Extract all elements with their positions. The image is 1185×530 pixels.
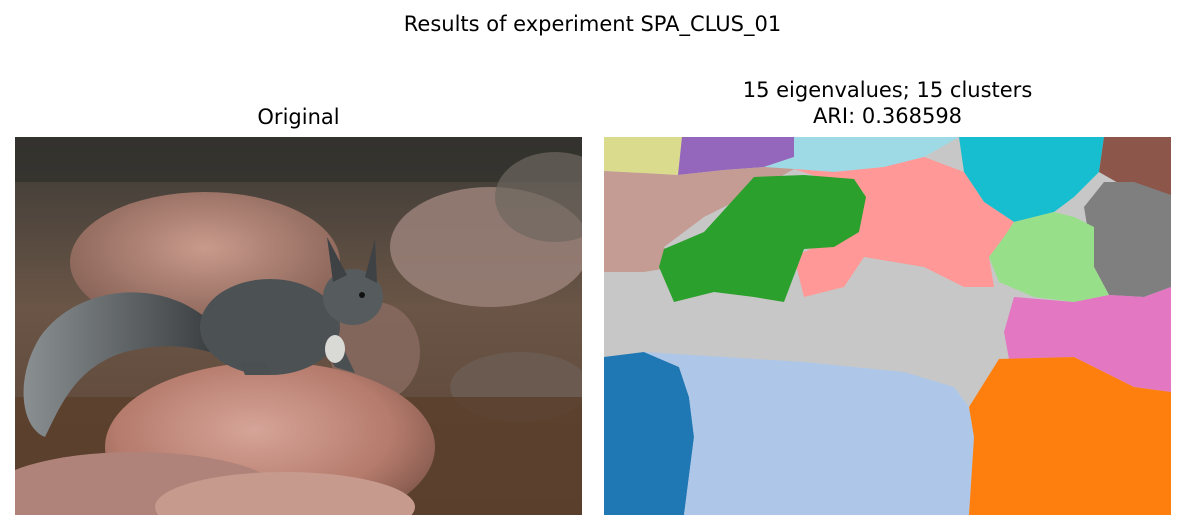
cluster-pink	[1004, 287, 1171, 392]
cluster-olive-light	[604, 137, 682, 175]
squirrel-head	[323, 269, 383, 325]
cluster-green	[659, 175, 866, 302]
background-rock-far-right	[495, 152, 582, 242]
cluster-orange	[969, 357, 1171, 515]
squirrel-ear-right	[365, 239, 377, 283]
squirrel-eye	[359, 292, 365, 298]
left-panel-title: Original	[257, 105, 340, 129]
right-panel-title: 15 eigenvalues; 15 clusters ARI: 0.36859…	[604, 77, 1171, 129]
cluster-cyan-light	[764, 137, 959, 172]
cluster-light-green	[989, 212, 1109, 302]
right-panel-title-line1: 15 eigenvalues; 15 clusters	[742, 78, 1033, 102]
dark-top-band	[15, 137, 582, 182]
segmentation-map	[604, 137, 1171, 515]
original-photo-svg	[15, 137, 582, 515]
cluster-blue-dark	[604, 352, 694, 515]
cluster-salmon	[794, 157, 1014, 297]
cluster-brown	[1099, 137, 1171, 195]
cluster-blue-light	[644, 352, 974, 515]
cluster-gray	[1084, 182, 1171, 297]
squirrel-ear-left	[327, 237, 347, 282]
squirrel-tail	[23, 292, 210, 437]
bottom-rock	[155, 472, 415, 515]
right-panel-title-line2: ARI: 0.368598	[812, 104, 963, 128]
cluster-cyan	[959, 137, 1104, 222]
original-photo	[15, 137, 582, 515]
squirrel-body	[200, 279, 340, 375]
squirrel-chest	[325, 335, 345, 363]
cluster-purple	[678, 137, 794, 175]
segmentation-svg	[604, 137, 1171, 515]
figure-suptitle: Results of experiment SPA_CLUS_01	[403, 12, 782, 36]
